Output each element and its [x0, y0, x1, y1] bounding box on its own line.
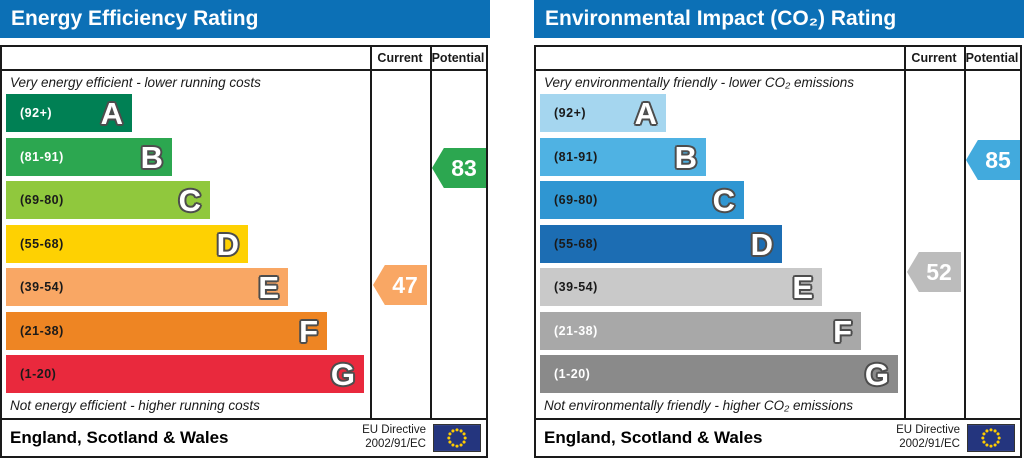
band-a-letter: A [634, 95, 657, 131]
eu-directive-label: EU Directive 2002/91/EC [362, 424, 426, 451]
band-b-letter: B [674, 139, 697, 175]
energy-rating-table: Current Potential Very energy efficient … [0, 45, 488, 458]
eu-directive-line2: 2002/91/EC [365, 437, 426, 450]
band-c-letter: C [178, 182, 201, 218]
band-e: (39-54) E [6, 268, 288, 306]
co2-panel-title: Environmental Impact (CO₂) Rating [545, 7, 897, 30]
band-d-range: (55-68) [20, 237, 64, 251]
potential-rating-value: 85 [985, 146, 1011, 173]
top-caption: Very environmentally friendly - lower CO… [544, 75, 854, 90]
potential-column-header: Potential [965, 51, 1019, 65]
band-f: (21-38) F [540, 312, 861, 350]
current-rating-value: 47 [392, 271, 418, 298]
eu-directive-line1: EU Directive [896, 424, 960, 436]
region-label: England, Scotland & Wales [10, 428, 229, 447]
band-a-range: (92+) [20, 106, 53, 120]
band-c-range: (69-80) [20, 193, 64, 207]
current-column-divider [904, 47, 906, 418]
top-caption: Very energy efficient - lower running co… [10, 75, 261, 90]
band-g-letter: G [330, 356, 355, 392]
band-a-range: (92+) [554, 106, 587, 120]
band-c-range: (69-80) [554, 193, 598, 207]
band-f-range: (21-38) [554, 324, 598, 338]
band-b-letter: B [140, 139, 163, 175]
energy-title-bar: Energy Efficiency Rating [0, 0, 490, 38]
band-d-range: (55-68) [554, 237, 598, 251]
band-b-range: (81-91) [20, 150, 64, 164]
band-e-letter: E [792, 269, 813, 305]
potential-column-header: Potential [431, 51, 485, 65]
band-f-letter: F [299, 313, 318, 349]
band-d-letter: D [750, 226, 773, 262]
eu-directive-line1: EU Directive [362, 424, 426, 436]
band-a: (92+) A [540, 94, 666, 132]
current-column-header: Current [911, 51, 957, 65]
potential-column-divider [964, 47, 966, 418]
band-c-letter: C [712, 182, 735, 218]
band-e: (39-54) E [540, 268, 822, 306]
band-f-range: (21-38) [20, 324, 64, 338]
band-g: (1-20) G [6, 355, 364, 393]
band-f: (21-38) F [6, 312, 327, 350]
band-b: (81-91) B [6, 138, 172, 176]
band-e-range: (39-54) [554, 280, 598, 294]
co2-rating-table: Current Potential Very environmentally f… [534, 45, 1022, 458]
energy-footer: England, Scotland & Wales EU Directive 2… [2, 418, 486, 456]
band-e-range: (39-54) [20, 280, 64, 294]
potential-column-divider [430, 47, 432, 418]
current-rating-arrow: 52 [907, 252, 961, 292]
eu-flag-icon [433, 424, 481, 452]
potential-rating-arrow: 83 [432, 148, 486, 188]
co2-title-bar: Environmental Impact (CO₂) Rating [534, 0, 1024, 38]
band-d-letter: D [216, 226, 239, 262]
current-column-header: Current [377, 51, 423, 65]
eu-directive-label: EU Directive 2002/91/EC [896, 424, 960, 451]
bottom-caption: Not energy efficient - higher running co… [10, 398, 260, 413]
band-a: (92+) A [6, 94, 132, 132]
band-b-range: (81-91) [554, 150, 598, 164]
current-column-divider [370, 47, 372, 418]
region-label: England, Scotland & Wales [544, 428, 763, 447]
band-e-letter: E [258, 269, 279, 305]
potential-rating-arrow: 85 [966, 140, 1020, 180]
co2-footer: England, Scotland & Wales EU Directive 2… [536, 418, 1020, 456]
bottom-caption: Not environmentally friendly - higher CO… [544, 398, 854, 413]
band-d: (55-68) D [540, 225, 782, 263]
potential-rating-value: 83 [451, 154, 477, 181]
band-g-range: (1-20) [20, 367, 57, 381]
band-c: (69-80) C [540, 181, 744, 219]
column-header-row: Current Potential [536, 47, 1020, 71]
column-header-row: Current Potential [2, 47, 486, 71]
eu-flag-icon [967, 424, 1015, 452]
band-c: (69-80) C [6, 181, 210, 219]
band-f-letter: F [833, 313, 852, 349]
current-rating-value: 52 [926, 258, 952, 285]
band-a-letter: A [100, 95, 123, 131]
energy-efficiency-panel: Energy Efficiency Rating Current Potenti… [0, 0, 490, 460]
energy-panel-title: Energy Efficiency Rating [11, 7, 259, 30]
eu-directive-line2: 2002/91/EC [899, 437, 960, 450]
band-g: (1-20) G [540, 355, 898, 393]
band-b: (81-91) B [540, 138, 706, 176]
current-rating-arrow: 47 [373, 265, 427, 305]
band-d: (55-68) D [6, 225, 248, 263]
band-g-range: (1-20) [554, 367, 591, 381]
environmental-impact-panel: Environmental Impact (CO₂) Rating Curren… [534, 0, 1024, 460]
band-g-letter: G [864, 356, 889, 392]
